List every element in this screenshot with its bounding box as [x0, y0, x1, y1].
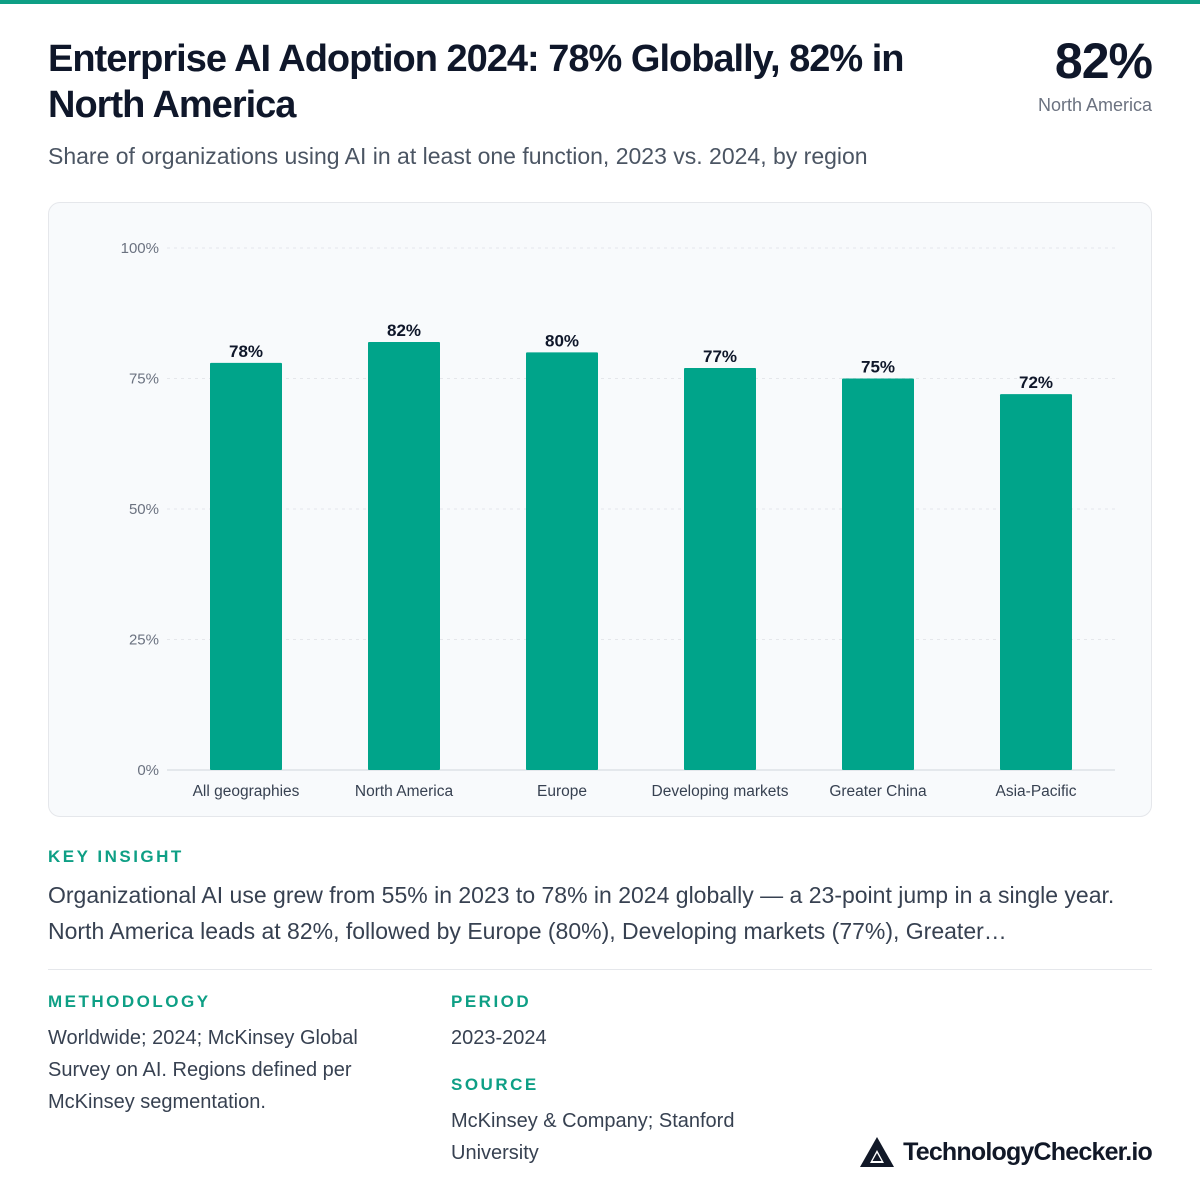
bar-data-label: 78% [229, 342, 263, 361]
source-text: McKinsey & Company; Stanford University [451, 1110, 735, 1164]
insight-text: Organizational AI use grew from 55% in 2… [48, 882, 1115, 944]
y-tick-label: 75% [129, 371, 159, 388]
period-text: 2023-2024 [451, 1027, 547, 1049]
bar [526, 352, 598, 770]
bar-data-label: 72% [1019, 373, 1053, 392]
kpi-value: 82% [1054, 33, 1153, 89]
x-category-label: All geographies [193, 783, 300, 800]
x-category-label: Developing markets [652, 783, 789, 800]
chart-panel: 0% 25% 50% 75% 100% 78% All geographies 82% Nort… [48, 202, 1152, 817]
methodology-text: Worldwide; 2024; McKinsey Global Survey … [48, 1027, 358, 1113]
bar-data-label: 75% [861, 358, 895, 377]
bar-chart: 0% 25% 50% 75% 100% 78% All geographies 82% Nort… [121, 240, 1115, 800]
bar [1000, 394, 1072, 770]
bar-data-label: 82% [387, 321, 421, 340]
source-label: SOURCE [451, 1075, 539, 1094]
brand-logo: TechnologyChecker.io [859, 1134, 1153, 1170]
bar-data-label: 80% [545, 331, 579, 350]
bar [684, 368, 756, 770]
bar [210, 362, 282, 770]
top-accent-rule [0, 0, 1200, 4]
methodology-label: METHODOLOGY [48, 992, 211, 1011]
x-category-label: Europe [537, 783, 587, 800]
y-tick-label: 100% [121, 240, 159, 257]
x-category-label: Greater China [829, 783, 927, 800]
period-label: PERIOD [451, 992, 532, 1011]
chart-subtitle: Share of organizations using AI in at le… [48, 143, 868, 169]
y-tick-label: 50% [129, 501, 159, 518]
brand-name: TechnologyChecker.io [903, 1137, 1153, 1166]
x-category-label: North America [355, 783, 454, 800]
insight-label: KEY INSIGHT [48, 847, 184, 866]
bar-data-label: 77% [703, 347, 737, 366]
section-divider [48, 969, 1152, 970]
y-tick-label: 0% [137, 762, 159, 779]
kpi-label: North America [1037, 95, 1152, 115]
page-title: Enterprise AI Adoption 2024: 78% Globall… [48, 38, 905, 126]
y-tick-label: 25% [129, 632, 159, 649]
bar [842, 378, 914, 770]
x-category-label: Asia-Pacific [996, 783, 1077, 800]
bar [368, 341, 440, 770]
triangle-logo-icon [860, 1137, 895, 1167]
